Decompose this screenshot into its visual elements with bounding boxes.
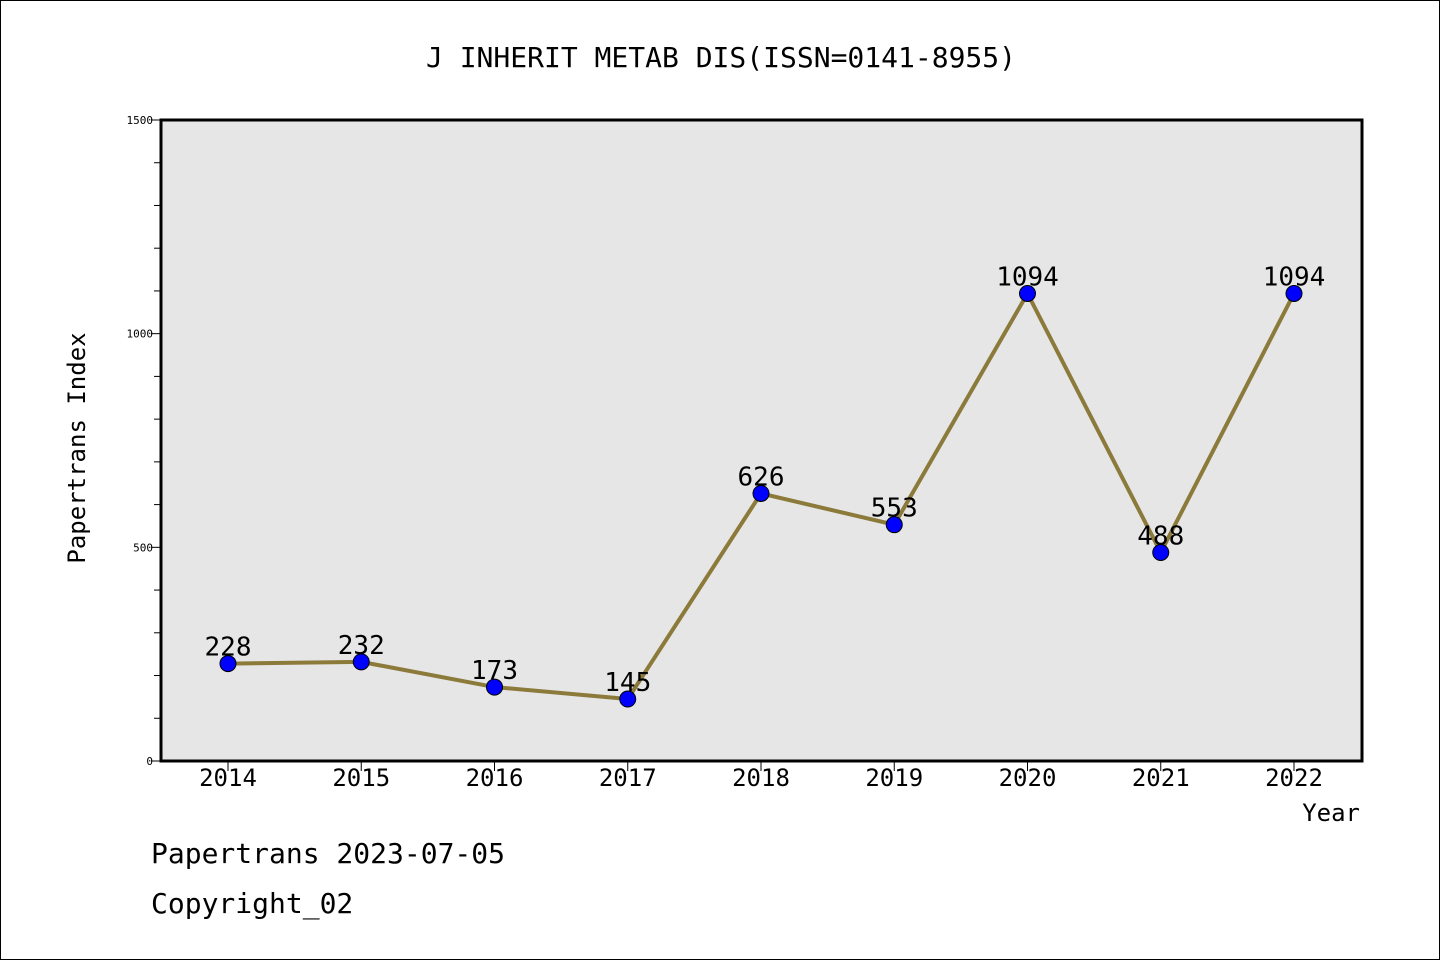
y-tick-label: 1500 (127, 114, 154, 127)
x-tick-label: 2014 (199, 764, 257, 792)
data-point (1285, 284, 1303, 302)
x-tick-label: 2021 (1132, 764, 1190, 792)
data-point (219, 655, 237, 673)
data-label: 173 (471, 656, 518, 686)
y-tick-label: 500 (133, 541, 153, 554)
x-axis-title: Year (1302, 799, 1360, 827)
x-tick-label: 2020 (999, 764, 1057, 792)
y-axis-title: Papertrans Index (63, 332, 91, 563)
x-tick-label: 2022 (1265, 764, 1323, 792)
data-point (752, 484, 770, 502)
chart-title: J INHERIT METAB DIS(ISSN=0141-8955) (426, 41, 1016, 74)
data-label: 228 (205, 633, 252, 663)
data-point (885, 516, 903, 534)
x-tick-label: 2016 (466, 764, 524, 792)
data-label: 145 (604, 668, 651, 698)
x-tick-label: 2019 (865, 764, 923, 792)
data-point (1152, 543, 1170, 561)
x-tick-label: 2017 (599, 764, 657, 792)
data-point (352, 653, 370, 671)
data-point (1019, 284, 1036, 302)
data-point (486, 678, 503, 696)
data-label: 1094 (1263, 262, 1326, 292)
data-label: 553 (871, 494, 918, 524)
data-point (619, 690, 637, 708)
data-label: 1094 (996, 262, 1059, 292)
x-axis: 2014 2015 2016 2017 2018 2019 2020 2021 2022 (199, 761, 1323, 792)
data-label: 232 (338, 631, 385, 661)
y-tick-label: 0 (146, 755, 153, 768)
footer-copyright: Copyright_02 (151, 887, 353, 921)
x-tick-label: 2015 (332, 764, 390, 792)
y-tick-label: 1000 (127, 328, 154, 341)
x-tick-label: 2018 (732, 764, 790, 792)
y-axis: 0 500 1000 1500 (127, 114, 161, 768)
plot-area (159, 118, 1364, 763)
footer-date: Papertrans 2023-07-05 (151, 837, 505, 870)
data-label: 488 (1137, 521, 1184, 551)
data-label: 626 (738, 462, 785, 492)
series-layer: 228 232 173 145 626 553 1094 488 1094 (205, 262, 1326, 708)
